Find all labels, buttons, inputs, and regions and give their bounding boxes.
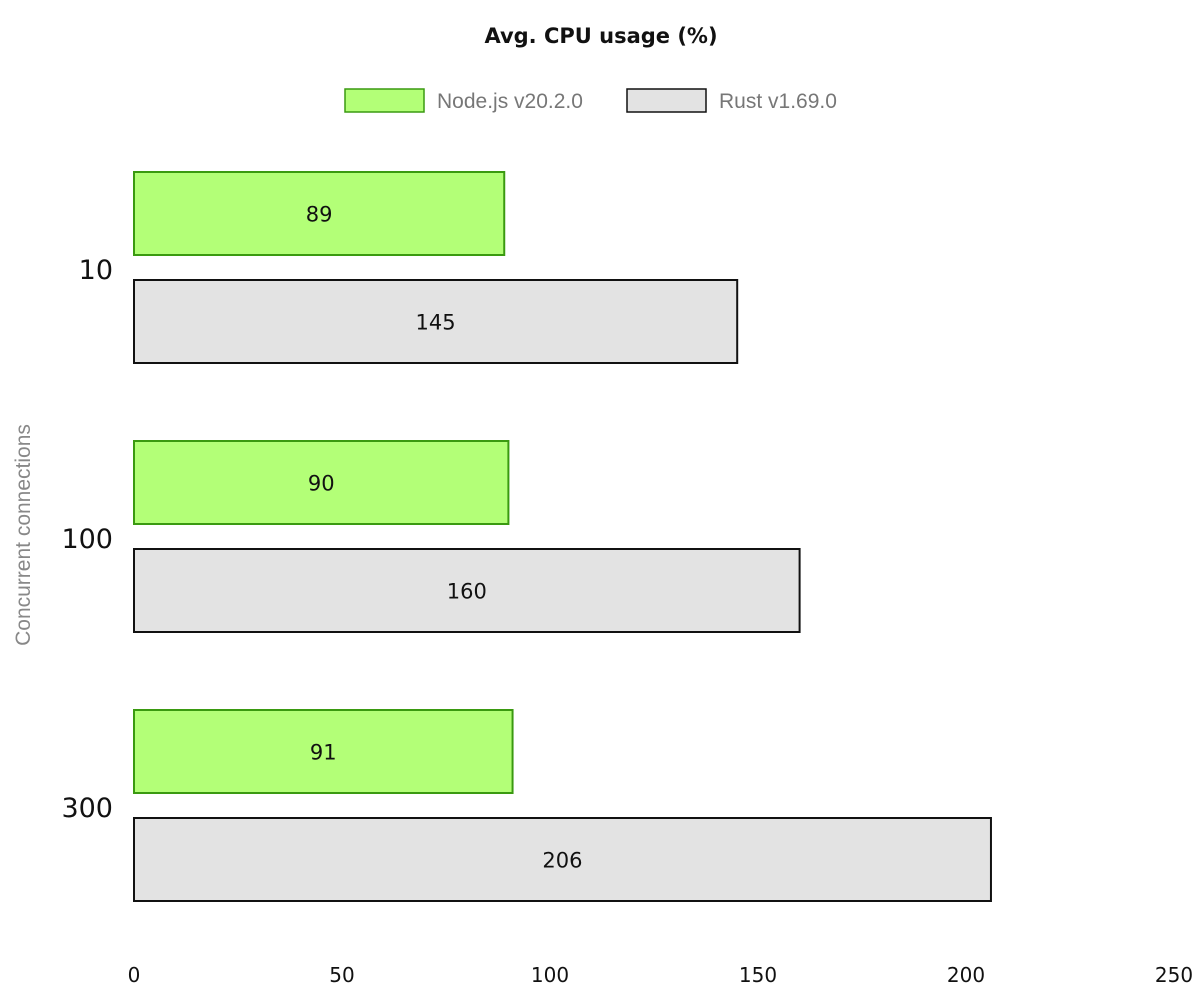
bars: 89 145 90 160 91 206 [133, 171, 992, 902]
data-label-1-1: 160 [447, 580, 487, 604]
bar-1-2 [133, 817, 992, 902]
legend-label-0: Node.js v20.2.0 [437, 90, 583, 113]
x-tick-label-3: 150 [739, 963, 777, 987]
legend: Node.js v20.2.0 Rust v1.69.0 [344, 88, 837, 113]
y-axis-label: Concurrent connections [12, 424, 35, 646]
legend-swatch-0 [344, 88, 425, 113]
data-label-0-0: 89 [306, 203, 333, 227]
chart-title: Avg. CPU usage (%) [484, 24, 717, 48]
data-label-1-2: 206 [542, 849, 582, 873]
x-tick-label-4: 200 [947, 963, 985, 987]
bar-0-0 [133, 171, 506, 256]
bar-0-2 [133, 709, 514, 794]
data-label-0-1: 90 [308, 472, 335, 496]
bar-1-0 [133, 279, 739, 364]
category-label-0: 10 [79, 255, 113, 286]
x-tick-label-0: 0 [128, 963, 141, 987]
legend-label-1: Rust v1.69.0 [719, 90, 837, 113]
data-label-1-0: 145 [416, 311, 456, 335]
data-label-0-2: 91 [310, 741, 337, 765]
bar-1-1 [133, 548, 801, 633]
x-tick-label-2: 100 [531, 963, 569, 987]
category-label-2: 300 [61, 793, 113, 824]
category-label-1: 100 [61, 524, 113, 555]
x-axis-ticks: 0 50 100 150 200 250 [128, 963, 1193, 987]
x-tick-label-5: 250 [1155, 963, 1193, 987]
category-labels: 10 100 300 [61, 255, 113, 824]
x-tick-label-1: 50 [329, 963, 354, 987]
legend-swatch-1 [626, 88, 707, 113]
bar-0-1 [133, 440, 510, 525]
